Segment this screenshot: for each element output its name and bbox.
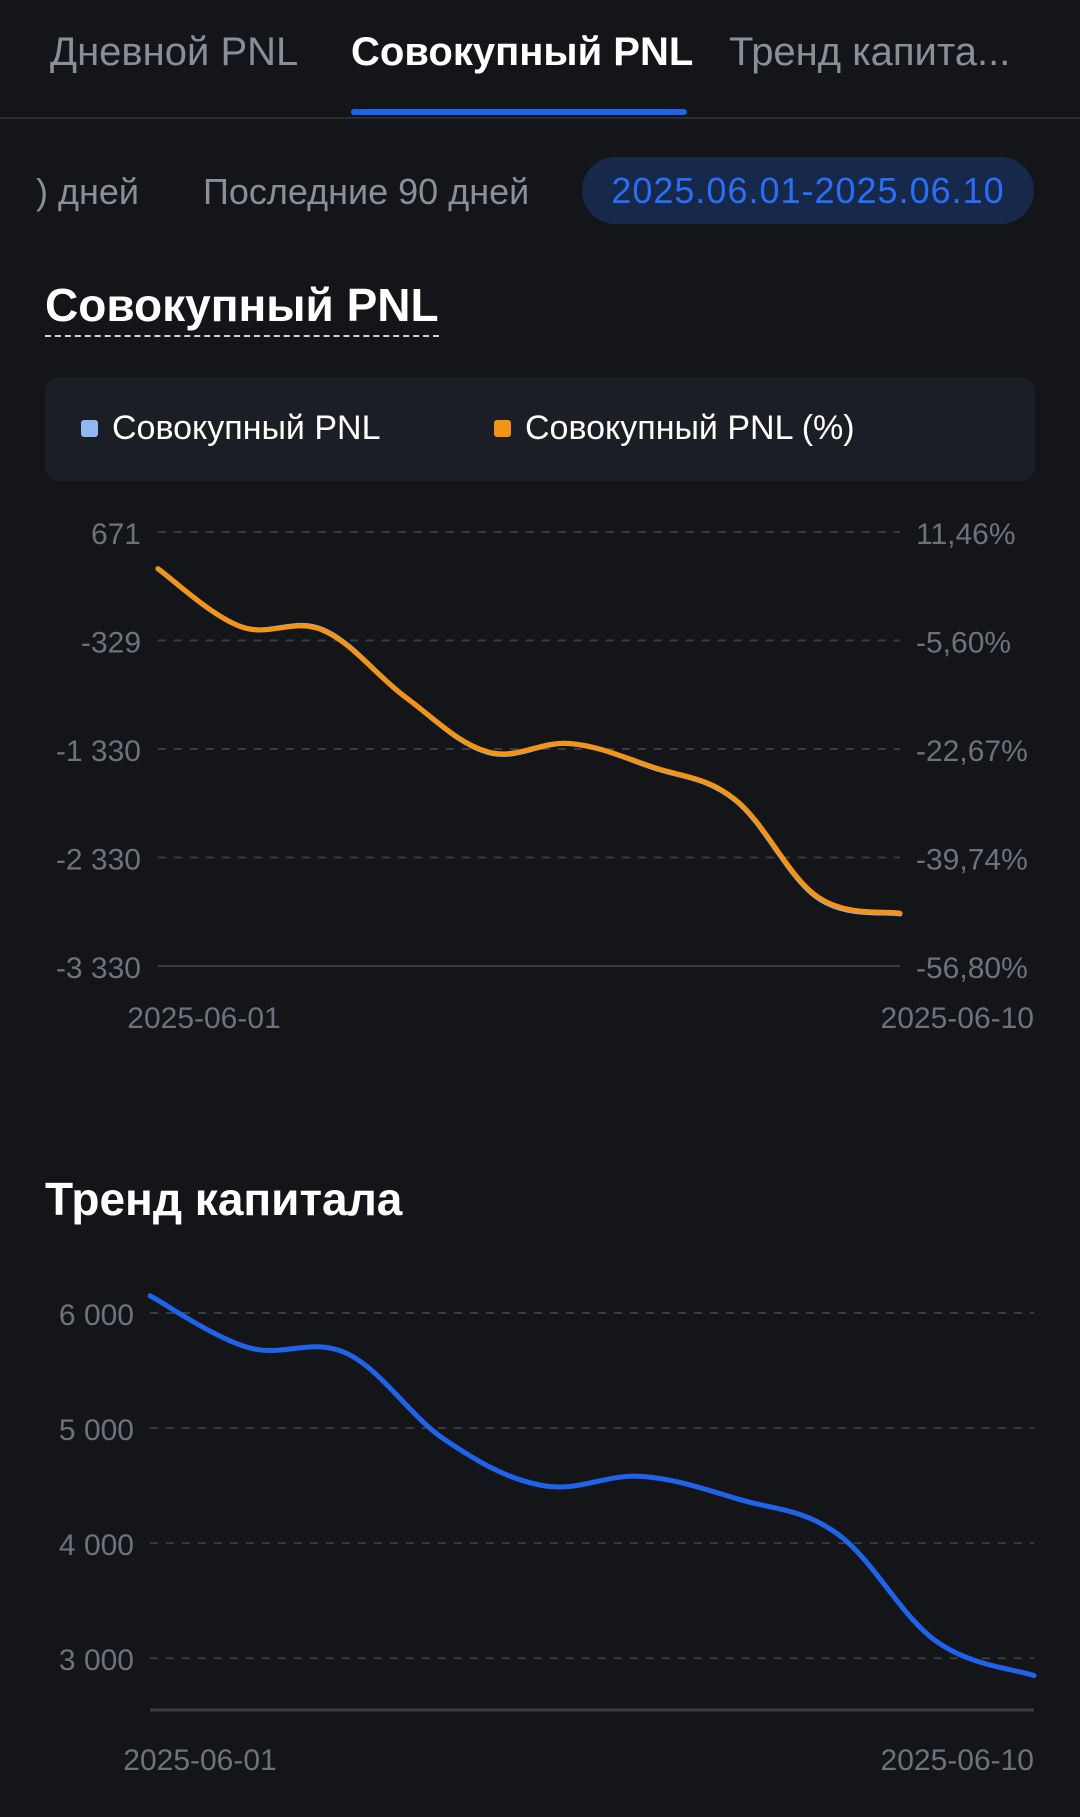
y2-tick-label: -5,60%: [916, 627, 1011, 660]
tab-bar: Дневной PNL Совокупный PNL Тренд капита.…: [0, 0, 1080, 119]
legend-swatch-pnl: [81, 420, 98, 437]
filter-partial-days[interactable]: ) дней: [36, 171, 140, 212]
x-tick-label: 2025-06-01: [127, 1002, 280, 1035]
pnl-section-title-text: Совокупный PNL: [45, 279, 439, 337]
y-tick-label: 3 000: [59, 1644, 134, 1677]
active-tab-indicator: [351, 109, 687, 115]
y2-tick-label: 11,46%: [916, 518, 1016, 551]
date-filter-bar: ) дней Последние 90 дней 2025.06.01-2025…: [0, 150, 1080, 230]
y-tick-label: -3 330: [56, 952, 141, 985]
x-tick-label: 2025-06-01: [123, 1744, 276, 1777]
y-tick-label: -2 330: [56, 844, 141, 877]
capital-section-title: Тренд капитала: [45, 1173, 403, 1225]
legend-swatch-pnl-percent: [494, 420, 511, 437]
y-tick-label: 4 000: [59, 1529, 134, 1562]
legend-item-pnl-percent[interactable]: Совокупный PNL (%): [494, 409, 855, 448]
series-line-pnl-percent: [155, 566, 903, 916]
legend-item-pnl[interactable]: Совокупный PNL: [81, 409, 381, 448]
tab-cumulative-pnl[interactable]: Совокупный PNL: [351, 30, 694, 74]
y-tick-label: -1 330: [56, 735, 141, 768]
y-tick-label: 6 000: [59, 1299, 134, 1332]
y-tick-label: -329: [81, 627, 141, 660]
capital-chart: 6 000 5 000 4 000 3 000 2025-06-01 2025-06-10: [59, 1293, 1037, 1777]
series-line-capital: [147, 1293, 1037, 1678]
filter-custom-range[interactable]: 2025.06.01-2025.06.10: [582, 157, 1034, 224]
x-tick-label: 2025-06-10: [881, 1744, 1034, 1777]
y-tick-label: 5 000: [59, 1414, 134, 1447]
y2-tick-label: -56,80%: [916, 952, 1028, 985]
y2-tick-label: -39,74%: [916, 844, 1028, 877]
pnl-chart: 671 11,46% -329 -5,60% -1 330 -22,67% -2 330 -3…: [56, 518, 1034, 1035]
legend-label-pnl-percent: Совокупный PNL (%): [525, 409, 855, 447]
pnl-legend: Совокупный PNL Совокупный PNL (%): [45, 377, 1035, 481]
tab-daily-pnl[interactable]: Дневной PNL: [50, 30, 299, 74]
legend-label-pnl: Совокупный PNL: [112, 409, 381, 447]
tab-capital-trend[interactable]: Тренд капита...: [729, 30, 1011, 74]
filter-last-90-days[interactable]: Последние 90 дней: [203, 171, 530, 212]
y2-tick-label: -22,67%: [916, 735, 1028, 768]
x-tick-label: 2025-06-10: [881, 1002, 1034, 1035]
y-tick-label: 671: [91, 518, 141, 551]
pnl-section-title[interactable]: Совокупный PNL: [45, 278, 439, 337]
